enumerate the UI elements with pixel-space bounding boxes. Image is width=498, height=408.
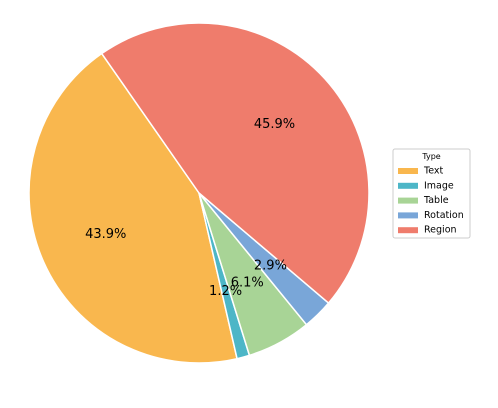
legend-label-image: Image — [424, 180, 454, 191]
legend-swatch-image — [398, 182, 418, 189]
pie-labels: 43.9% 1.2%6.1% 2.9% 45.9% — [85, 117, 295, 299]
slice-text — [28, 52, 238, 364]
pct-label-region: 45.9% — [254, 117, 295, 132]
legend-label-text: Text — [423, 166, 443, 177]
pct-label-table: 6.1% — [231, 275, 264, 290]
legend: Type Text Image Table Rotation Region — [392, 148, 471, 239]
pct-label-text: 43.9% — [85, 227, 126, 242]
legend-label-rotation: Rotation — [424, 210, 464, 221]
slice-region — [100, 22, 370, 304]
pct-label-image: 1.2% — [209, 284, 242, 299]
pct-label-rotation: 2.9% — [254, 258, 287, 273]
legend-label-region: Region — [424, 225, 457, 236]
legend-swatch-rotation — [398, 212, 418, 219]
pie-slices — [28, 22, 370, 364]
legend-title: Type — [421, 152, 440, 161]
legend-swatch-table — [398, 197, 418, 204]
legend-swatch-text — [398, 168, 418, 174]
legend-label-table: Table — [423, 195, 449, 206]
legend-swatch-region — [398, 227, 418, 234]
